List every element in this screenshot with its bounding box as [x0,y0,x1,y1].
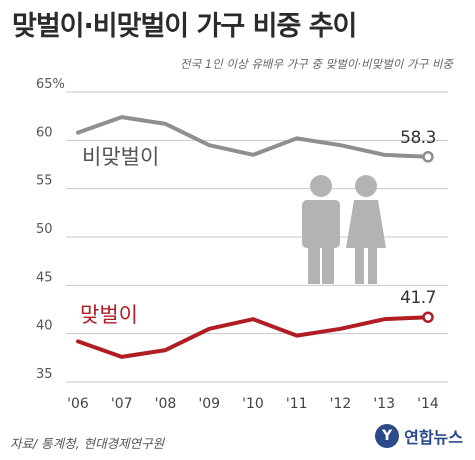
x-tick-label: '11 [286,396,308,412]
y-tick-label: 65% [36,77,65,92]
source-note: 자료/ 통계청, 현대경제연구원 [10,436,165,451]
x-tick-label: '13 [373,396,395,412]
x-tick-label: '09 [198,396,220,412]
y-tick-label: 45 [36,270,53,285]
yonhap-logo-text: 연합뉴스 [404,428,463,447]
y-tick-label: 50 [36,222,53,237]
y-tick-label: 40 [36,319,53,334]
x-tick-label: '06 [67,396,89,412]
yonhap-logo-icon: Y [375,424,400,448]
dual-income-end-value-label: 41.7 [400,288,436,308]
y-tick-label: 35 [36,367,53,382]
non-dual-income-series-label: 비맞벌이 [82,145,159,169]
non-dual-income-end-point [422,151,434,163]
chart-subtitle: 전국 1인 이상 유배우 가구 중 맞벌이·비맞벌이 가구 비중 [180,57,453,71]
x-tick-label: '07 [111,396,133,412]
dual-income-series-line [76,315,430,359]
y-tick-label: 60 [36,125,53,140]
non-dual-income-series-line [76,115,430,159]
y-tick-label: 55 [36,174,53,189]
dual-income-end-point [422,311,434,323]
x-tick-label: '08 [155,396,177,412]
x-tick-label: '14 [417,396,439,412]
dual-income-series-label: 맞벌이 [80,303,138,327]
x-tick-label: '12 [330,396,352,412]
non-dual-income-end-value-label: 58.3 [400,128,436,148]
yonhap-logo: Y 연합뉴스 [375,424,463,448]
couple-icon [302,175,386,284]
chart-title: 맞벌이·비맞벌이 가구 비중 추이 [12,11,357,42]
x-tick-label: '10 [242,396,264,412]
